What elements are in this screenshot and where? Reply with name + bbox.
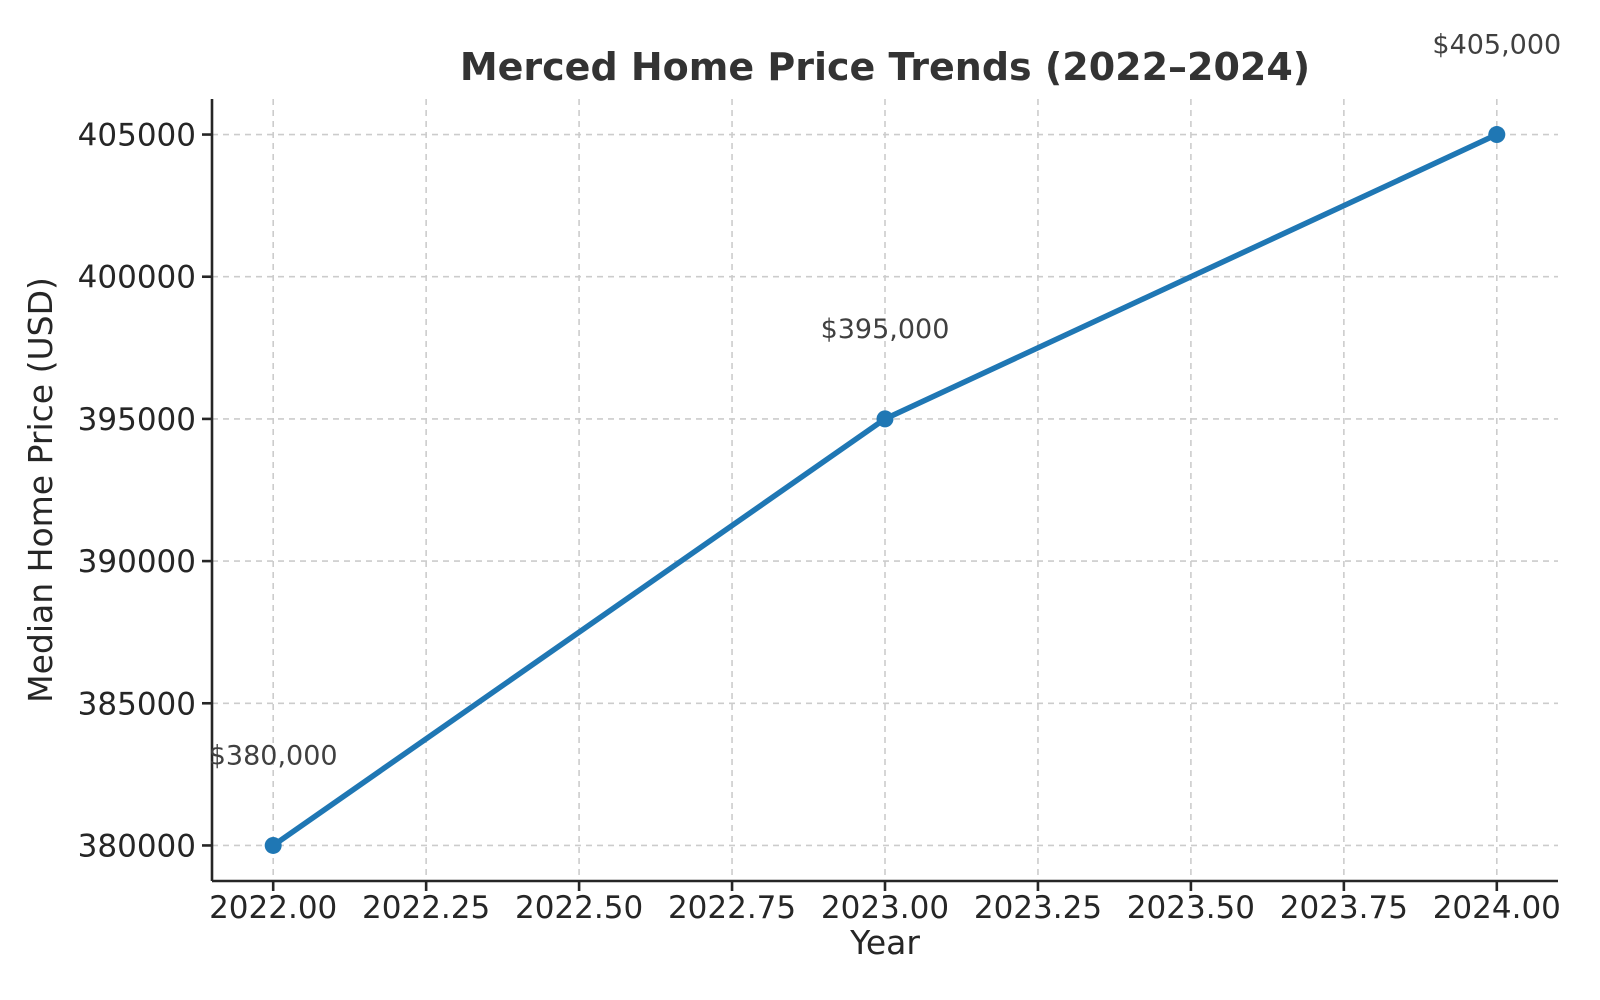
price-annotation: $405,000 (1432, 30, 1561, 61)
data-point-marker (1488, 126, 1506, 144)
grid-layer (212, 99, 1558, 881)
x-tick-label: 2023.25 (974, 890, 1102, 926)
price-annotation: $380,000 (209, 740, 338, 771)
series-layer (264, 126, 1506, 854)
data-point-marker (264, 836, 282, 854)
annotation-layer: $380,000 $395,000 $405,000 (209, 30, 1561, 772)
y-tick-label: 390000 (78, 544, 196, 580)
x-tick-label: 2022.00 (209, 890, 337, 926)
x-tick-label: 2022.25 (362, 890, 490, 926)
axes-layer: 2022.00 2022.25 2022.50 2022.75 2023.00 2023.… (78, 99, 1561, 926)
price-annotation: $395,000 (821, 314, 950, 345)
x-tick-label: 2023.75 (1280, 890, 1408, 926)
y-tick-label: 400000 (78, 260, 196, 296)
x-tick-label: 2022.75 (668, 890, 796, 926)
x-tick-label: 2024.00 (1433, 890, 1561, 926)
y-tick-label: 380000 (78, 828, 196, 864)
x-tick-label: 2023.50 (1127, 890, 1255, 926)
y-tick-label: 395000 (78, 402, 196, 438)
y-tick-label: 405000 (78, 118, 196, 154)
x-tick-label: 2022.50 (515, 890, 643, 926)
x-tick-label: 2023.00 (821, 890, 949, 926)
x-axis-label: Year (849, 923, 920, 962)
y-tick-label: 385000 (78, 686, 196, 722)
chart-title: Merced Home Price Trends (2022–2024) (460, 45, 1310, 89)
y-axis-label: Median Home Price (USD) (21, 277, 60, 703)
data-point-marker (876, 410, 894, 428)
